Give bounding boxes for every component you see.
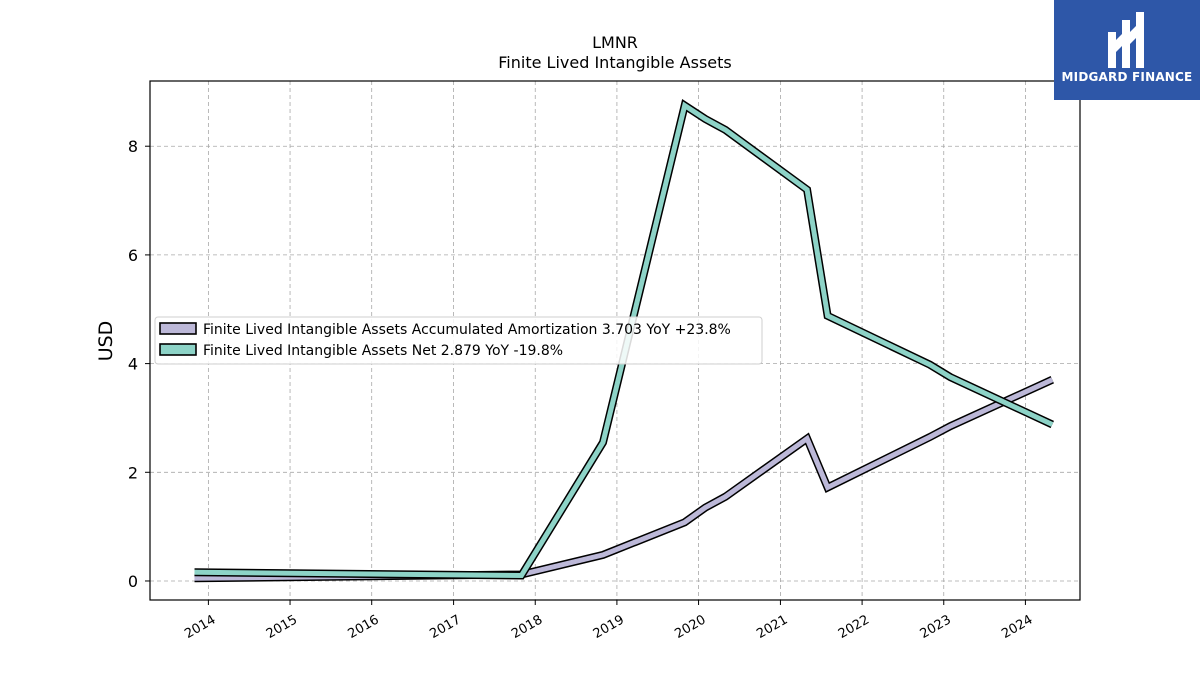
legend-label-net: Finite Lived Intangible Assets Net 2.879… xyxy=(203,343,563,359)
series-accumulated-amortization xyxy=(194,376,1054,583)
series-line xyxy=(194,101,1054,579)
x-tick-label: 2014 xyxy=(182,612,218,642)
legend-box xyxy=(154,316,763,365)
x-tick-label: 2020 xyxy=(672,612,708,642)
midgard-finance-logo: MIDGARD FINANCE xyxy=(1054,0,1200,100)
legend: Finite Lived Intangible Assets Accumulat… xyxy=(154,316,763,365)
y-tick-label: 2 xyxy=(128,463,138,482)
series-net xyxy=(194,99,1054,580)
x-tick-label: 2019 xyxy=(591,612,627,642)
x-tick-label: 2016 xyxy=(346,612,382,642)
legend-label-amortization: Finite Lived Intangible Assets Accumulat… xyxy=(203,322,731,338)
series-layer xyxy=(194,99,1054,583)
plot-area-frame xyxy=(149,80,1081,601)
legend-swatch-amortization xyxy=(159,322,197,335)
y-tick-label: 8 xyxy=(128,137,138,156)
y-axis-label: USD xyxy=(95,321,117,362)
y-tick-label: 0 xyxy=(128,572,138,591)
x-axis: 2014 2015 2016 2017 2018 2019 2020 2021 2022 2023… xyxy=(182,600,1035,642)
chart-subtitle: Finite Lived Intangible Assets xyxy=(498,53,731,72)
y-tick-label: 4 xyxy=(128,355,138,374)
x-tick-label: 2018 xyxy=(509,612,545,642)
x-tick-label: 2023 xyxy=(918,612,954,642)
x-tick-label: 2022 xyxy=(836,612,872,642)
y-tick-label: 6 xyxy=(128,246,138,265)
y-axis: 0 2 4 6 8 xyxy=(128,137,150,591)
x-tick-label: 2024 xyxy=(999,612,1035,642)
chart-title: LMNR xyxy=(592,33,638,52)
logo-text: MIDGARD FINANCE xyxy=(1061,70,1193,84)
midgard-logo-icon xyxy=(1108,12,1144,68)
series-line xyxy=(194,377,1054,581)
x-tick-label: 2017 xyxy=(427,612,463,642)
x-tick-label: 2021 xyxy=(754,612,790,642)
legend-swatch-net xyxy=(159,343,197,356)
x-tick-label: 2015 xyxy=(264,612,300,642)
